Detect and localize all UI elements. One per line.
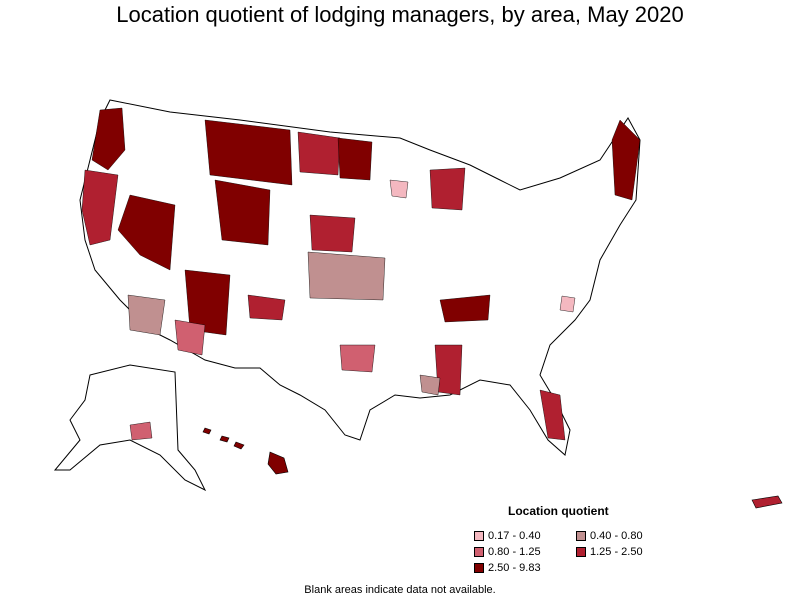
legend-title: Location quotient: [508, 504, 609, 518]
puerto-rico: [751, 495, 783, 509]
map-areas: [81, 107, 641, 441]
hawaii-islands: [202, 427, 289, 475]
legend-label: 0.40 - 0.80: [590, 530, 643, 542]
legend-item-0: 0.17 - 0.40: [474, 530, 541, 542]
legend-item-1: 0.40 - 0.80: [576, 530, 643, 542]
legend-item-2: 0.80 - 1.25: [474, 546, 541, 558]
legend-swatch: [474, 547, 484, 557]
legend-label: 0.17 - 0.40: [488, 530, 541, 542]
legend-label: 2.50 - 9.83: [488, 562, 541, 574]
legend-swatch: [474, 563, 484, 573]
legend-swatch: [576, 531, 586, 541]
legend-item-4: 2.50 - 9.83: [474, 562, 541, 574]
alaska-outline: [53, 364, 207, 492]
map-title: Location quotient of lodging managers, b…: [116, 2, 684, 27]
legend-label: 1.25 - 2.50: [590, 546, 643, 558]
legend-label: 0.80 - 1.25: [488, 546, 541, 558]
legend-item-3: 1.25 - 2.50: [576, 546, 643, 558]
legend-swatch: [576, 547, 586, 557]
footnote: Blank areas indicate data not available.: [304, 584, 496, 596]
legend-swatch: [474, 531, 484, 541]
